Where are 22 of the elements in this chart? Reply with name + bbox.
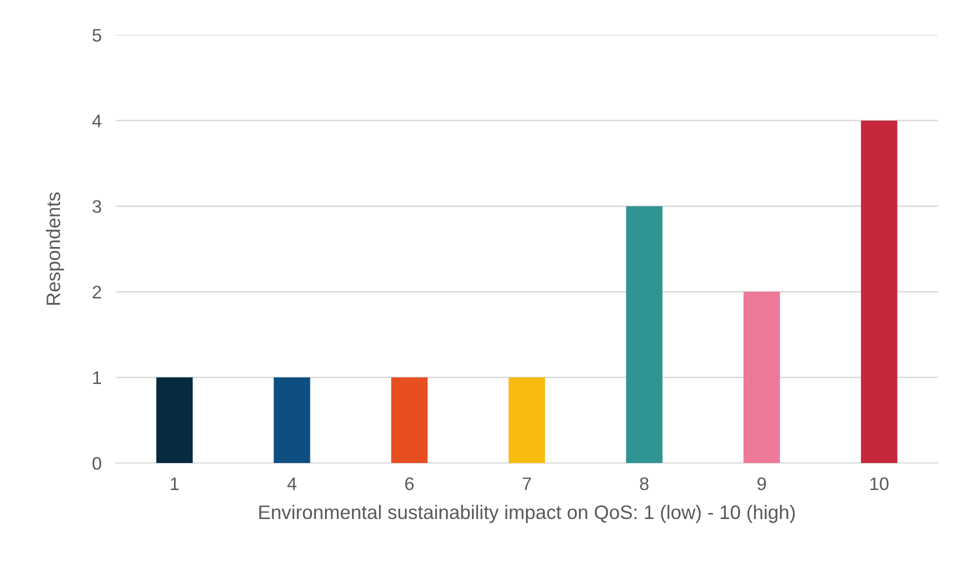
x-tick-label: 9 [758,477,766,490]
x-tick-label: 8 [640,477,648,490]
x-axis-title: Environmental sustainability impact on QoS: 1 (low) - 10 (high) [259,504,795,523]
x-tick-label: 7 [522,478,531,490]
y-axis-title: Respondents [46,192,64,305]
bar [860,120,898,464]
y-tick-label: 3 [92,200,102,213]
bar [391,377,428,464]
bar [744,292,780,464]
bar [156,377,193,464]
y-tick-label: 2 [92,286,102,298]
bar [508,377,546,464]
bar [274,377,310,464]
x-tick-label: 6 [405,477,414,490]
bar [626,206,662,464]
x-tick-label: 1 [170,478,179,490]
x-tick-label: 10 [870,477,888,490]
y-tick-label: 1 [93,372,102,384]
x-tick-label: 4 [287,478,296,490]
y-tick-label: 4 [92,114,102,128]
y-tick-label: 0 [92,456,102,470]
y-tick-label: 5 [92,29,102,42]
